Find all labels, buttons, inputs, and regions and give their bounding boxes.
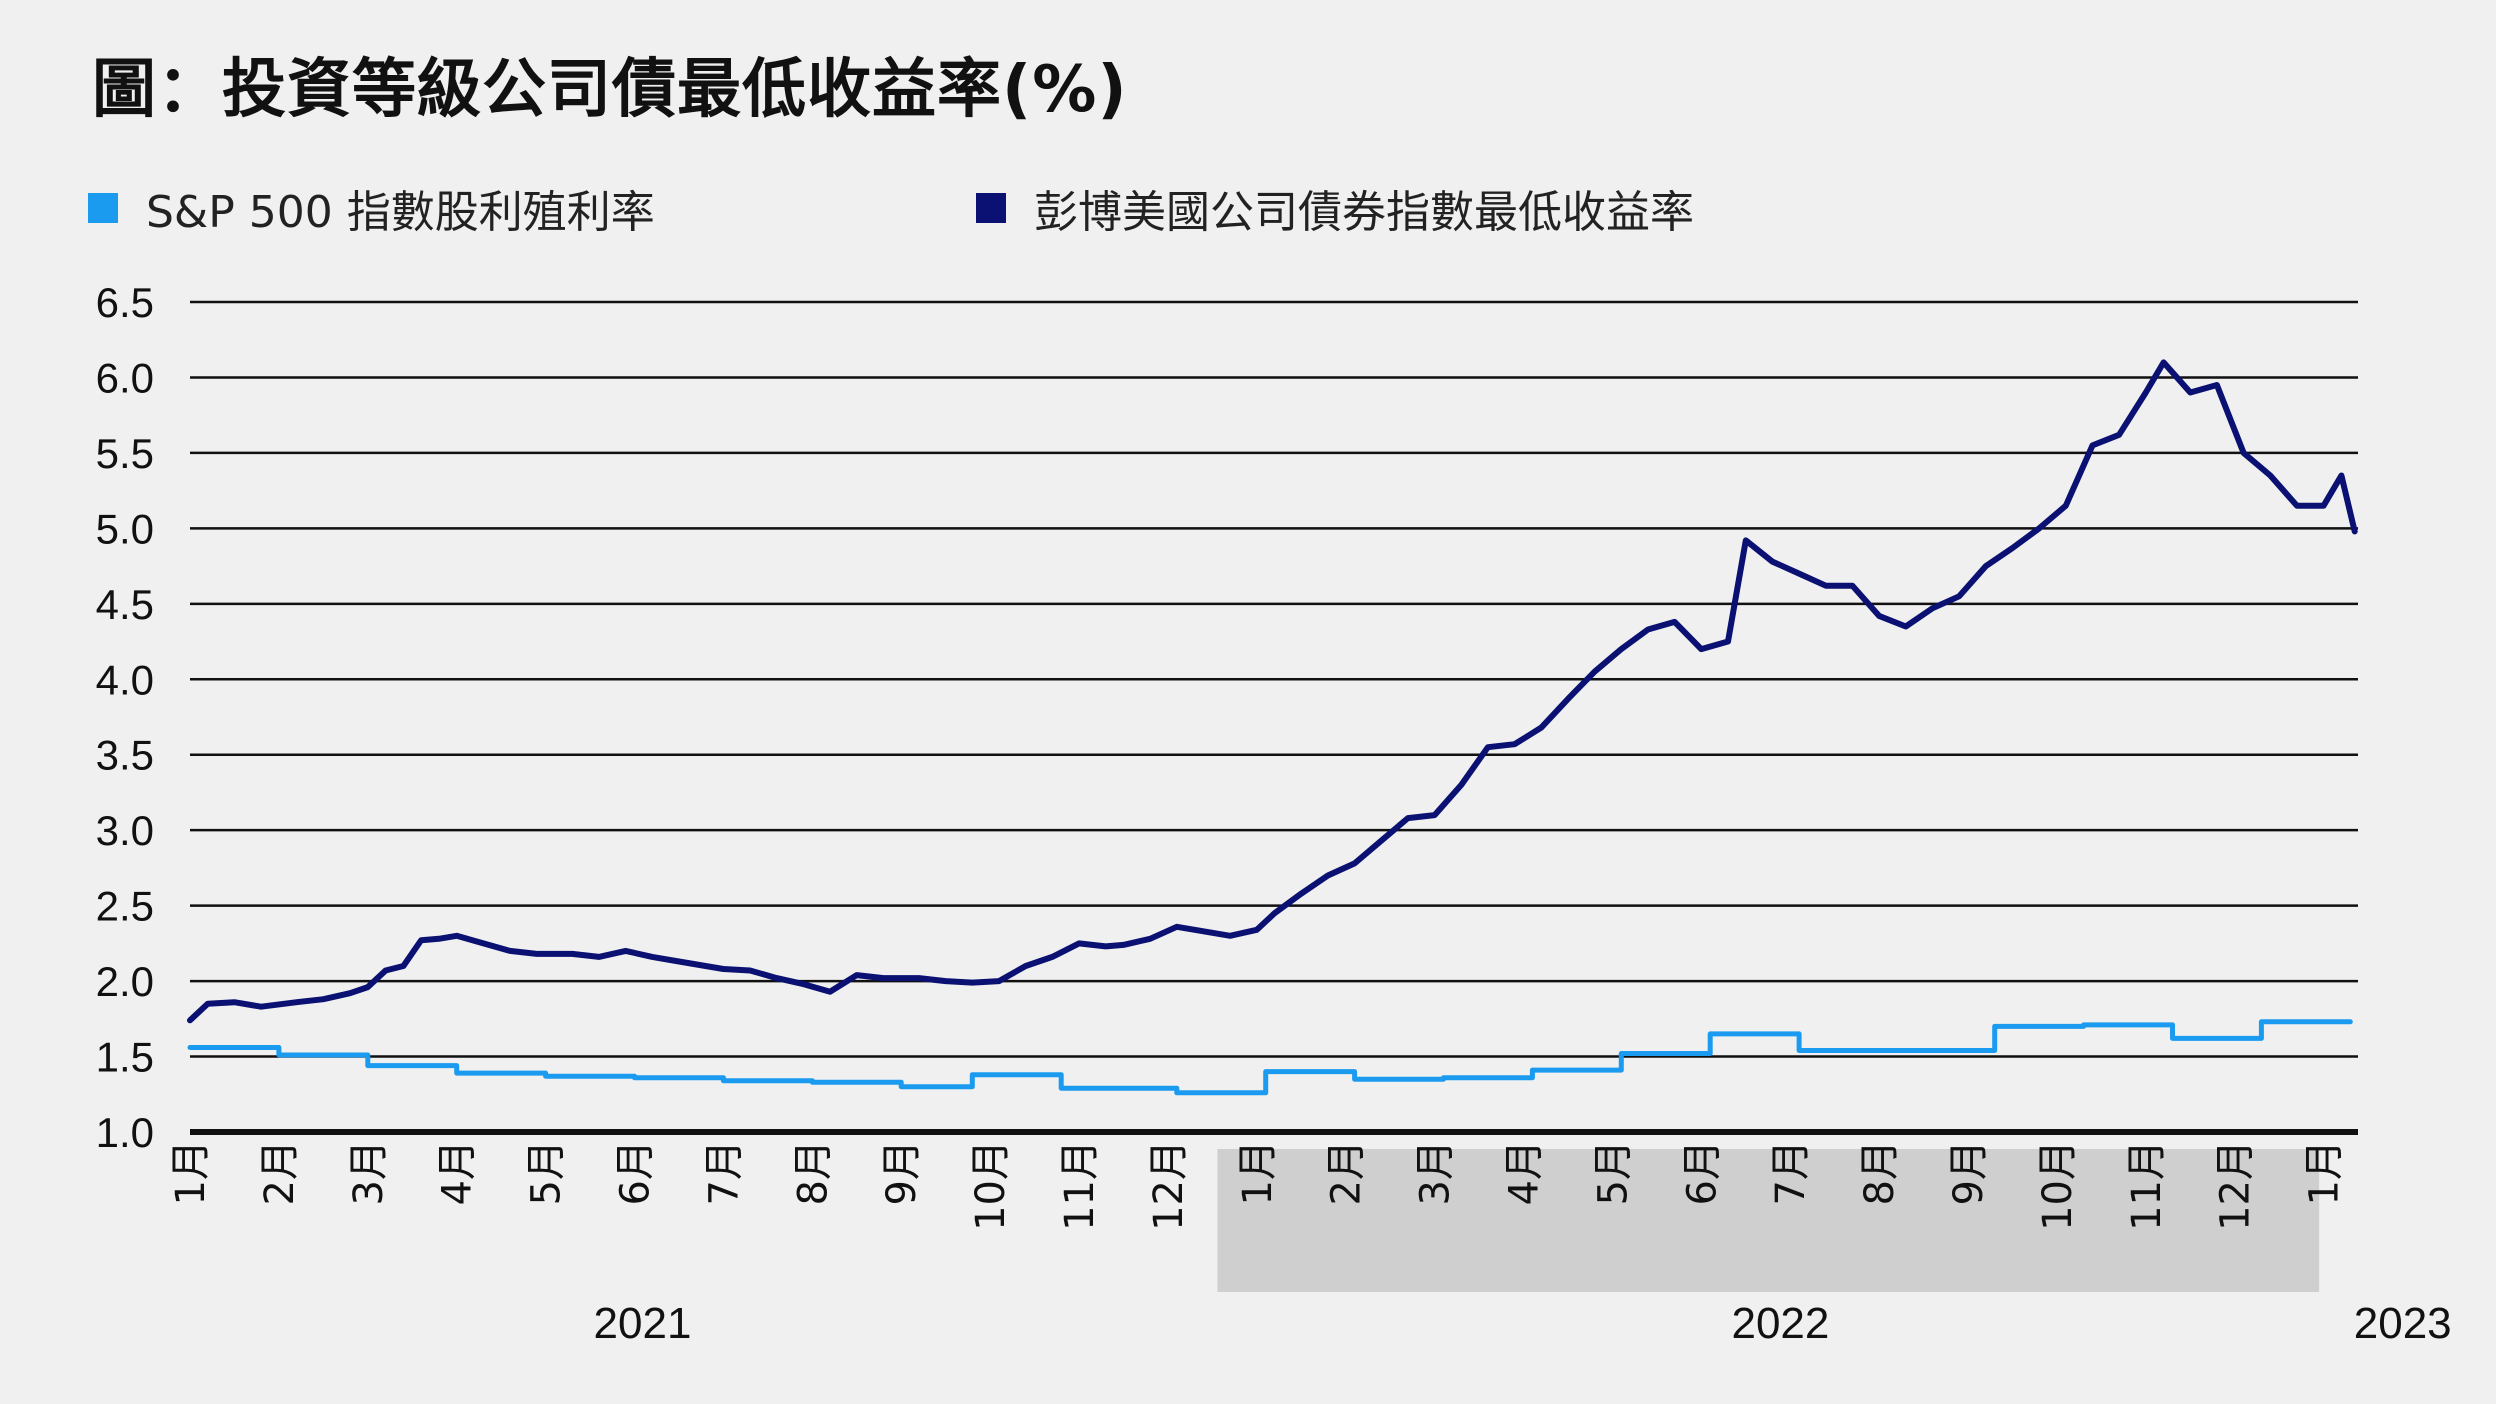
y-tick-label: 1.0: [96, 1109, 154, 1156]
x-month-label: 11月: [2124, 1140, 2170, 1231]
x-month-label: 8月: [1857, 1140, 1903, 1205]
y-tick-label: 2.0: [96, 958, 154, 1005]
x-month-label: 5月: [524, 1140, 570, 1205]
y-tick-label: 4.5: [96, 581, 154, 628]
x-month-label: 1月: [168, 1140, 214, 1205]
x-month-label: 1月: [2302, 1140, 2348, 1205]
legend-swatch-sp500: [88, 193, 118, 223]
y-tick-label: 6.0: [96, 354, 154, 401]
legend-item-sp500: S&P 500 指數股利殖利率: [88, 178, 655, 238]
x-month-label: 12月: [1146, 1140, 1192, 1231]
x-month-label: 12月: [2213, 1140, 2259, 1231]
x-month-label: 4月: [1502, 1140, 1548, 1205]
x-year-label: 2022: [1731, 1299, 1829, 1348]
y-tick-label: 1.5: [96, 1034, 154, 1081]
x-month-label: 6月: [613, 1140, 659, 1205]
series-line-sp500: [187, 1019, 2353, 1096]
y-tick-label: 2.5: [96, 883, 154, 930]
y-tick-label: 5.0: [96, 505, 154, 552]
x-month-label: 11月: [1057, 1140, 1103, 1231]
shaded-2022-band: [1217, 1149, 2320, 1292]
x-month-label: 7月: [701, 1140, 747, 1205]
x-month-label: 10月: [968, 1140, 1014, 1231]
y-tick-label: 6.5: [96, 279, 154, 326]
legend-swatch-bbg: [976, 193, 1006, 223]
x-month-label: 3月: [1413, 1140, 1459, 1205]
x-month-label: 2月: [257, 1140, 303, 1205]
chart-title: 圖：投資等級公司債最低收益率(%): [92, 53, 1128, 127]
x-month-label: 8月: [790, 1140, 836, 1205]
x-month-label: 9月: [879, 1140, 925, 1205]
x-year-label: 2023: [2354, 1299, 2452, 1348]
y-tick-label: 5.5: [96, 430, 154, 477]
x-month-label: 3月: [346, 1140, 392, 1205]
legend-label-bbg: 彭博美國公司債券指數最低收益率: [1034, 187, 1694, 238]
legend-label-sp500: S&P 500 指數股利殖利率: [146, 187, 655, 238]
x-month-label: 5月: [1590, 1140, 1636, 1205]
x-month-label: 9月: [1946, 1140, 1992, 1205]
x-year-label: 2021: [594, 1299, 692, 1348]
x-month-label: 2月: [1324, 1140, 1370, 1205]
legend-item-bbg: 彭博美國公司債券指數最低收益率: [976, 178, 1694, 238]
x-month-label: 7月: [1768, 1140, 1814, 1205]
y-tick-label: 3.0: [96, 807, 154, 854]
y-tick-label: 3.5: [96, 732, 154, 779]
x-month-label: 1月: [1235, 1140, 1281, 1205]
x-month-label: 4月: [435, 1140, 481, 1205]
x-month-label: 10月: [2035, 1140, 2081, 1231]
series-line-bbg: [187, 359, 2358, 1024]
y-tick-label: 4.0: [96, 656, 154, 703]
x-month-label: 6月: [1679, 1140, 1725, 1205]
